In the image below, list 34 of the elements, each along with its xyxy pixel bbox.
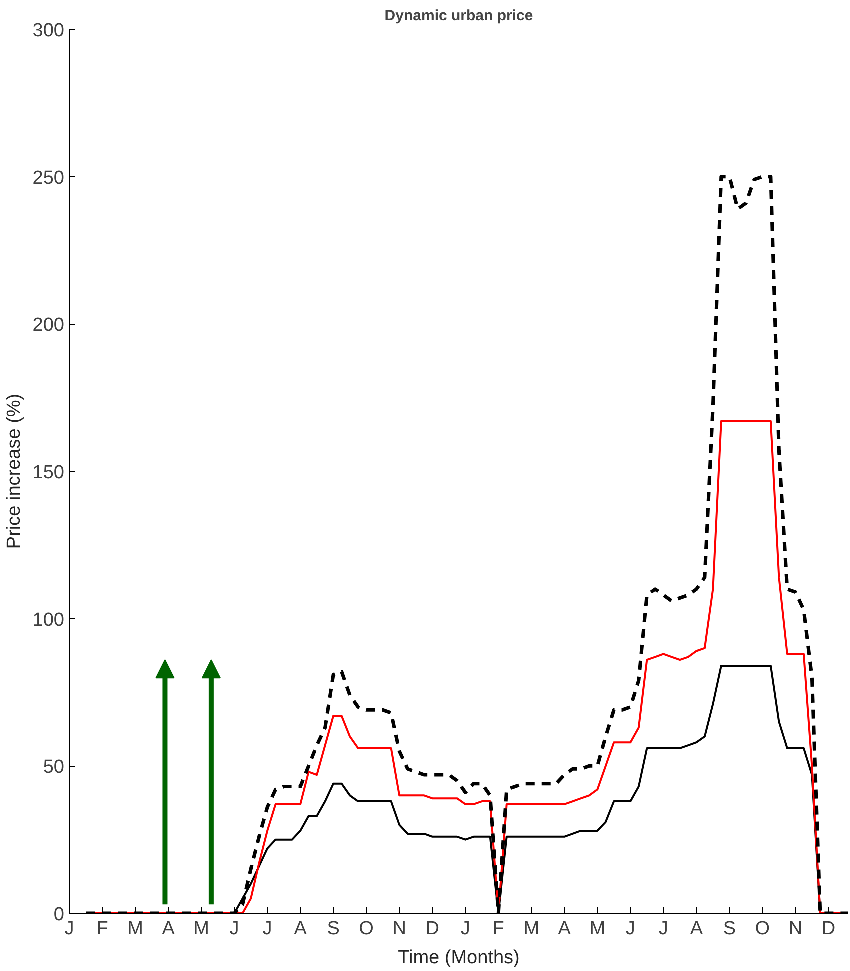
x-tick-label: J — [626, 918, 636, 940]
y-tick-label: 300 — [32, 20, 64, 42]
x-tick-label: M — [194, 918, 210, 940]
x-tick-label: N — [788, 918, 803, 940]
y-tick-label: 100 — [32, 610, 64, 631]
x-tick-label: N — [392, 918, 406, 940]
y-tick-label: 50 — [43, 757, 65, 778]
y-tick-label: 0 — [54, 904, 65, 926]
x-axis-title: Time (Months) — [398, 948, 520, 968]
x-tick-label: O — [359, 918, 374, 940]
y-axis-title: Price increase (%) — [4, 394, 25, 550]
x-tick-label: F — [96, 918, 108, 940]
x-tick-label: A — [162, 918, 176, 940]
x-tick-label: M — [524, 918, 540, 940]
x-tick-label: M — [128, 918, 144, 940]
y-tick-label: 200 — [32, 315, 64, 336]
x-tick-label: A — [558, 918, 572, 940]
x-tick-label: M — [590, 918, 606, 940]
y-tick-label: 150 — [32, 462, 64, 484]
x-tick-label: S — [723, 918, 736, 940]
x-tick-label: J — [262, 918, 272, 940]
x-tick-label: J — [460, 918, 470, 940]
x-tick-label: D — [426, 918, 440, 940]
x-tick-label: S — [327, 918, 340, 940]
x-tick-label: F — [492, 918, 504, 940]
x-tick-label: D — [822, 918, 836, 940]
x-tick-label: J — [230, 918, 240, 940]
x-tick-label: J — [658, 918, 668, 940]
x-tick-label: A — [690, 918, 704, 940]
y-tick-label: 250 — [32, 168, 64, 189]
x-tick-label: A — [294, 918, 308, 940]
chart-title: Dynamic urban price — [384, 8, 534, 24]
x-tick-label: J — [64, 918, 74, 940]
x-tick-label: O — [755, 918, 770, 940]
